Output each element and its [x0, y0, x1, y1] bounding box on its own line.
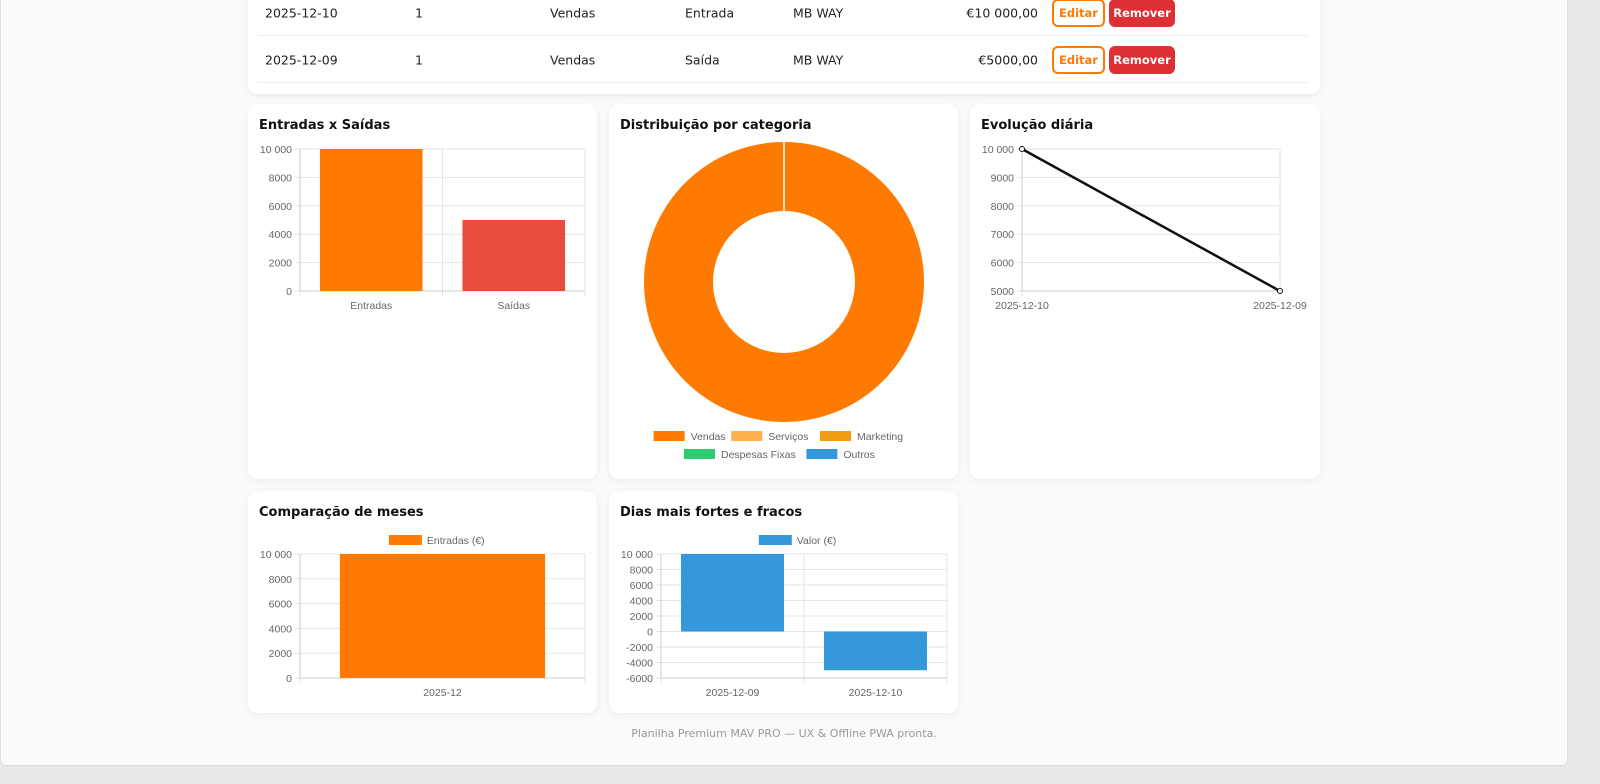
x-tick-label: 2025-12-10 — [849, 687, 903, 699]
y-tick-label: 2000 — [269, 258, 293, 270]
chart-title: Comparação de meses — [259, 505, 424, 520]
bar — [339, 554, 546, 678]
card-dias: Dias mais fortes e fracos -6000 -4000 -200… — [609, 491, 958, 713]
data-point — [1019, 146, 1025, 152]
y-tick-label: -6000 — [626, 673, 653, 685]
legend-swatch — [731, 431, 763, 441]
table-row: 2025-12-10 1 Vendas Entrada MB WAY €10 0… — [258, 0, 1308, 36]
legend-swatch — [388, 535, 422, 545]
cell-method: MB WAY — [793, 5, 844, 20]
y-tick-label: 5000 — [991, 286, 1015, 298]
y-tick-label: 4000 — [269, 229, 293, 241]
legend-swatch — [820, 431, 851, 441]
bar — [681, 554, 784, 632]
chart-title: Dias mais fortes e fracos — [620, 505, 803, 520]
legend-label: Outros — [843, 449, 875, 461]
y-tick-label: 6000 — [630, 580, 654, 592]
line-series — [1021, 147, 1281, 293]
data-point — [1277, 288, 1283, 294]
x-tick-label: 2025-12-09 — [1253, 300, 1307, 312]
x-tick-label: Entradas — [350, 300, 392, 312]
legend-label: Vendas — [691, 431, 726, 443]
cell-category: Vendas — [550, 52, 596, 67]
cell-date: 2025-12-10 — [265, 5, 338, 20]
chart-title: Entradas x Saídas — [259, 118, 391, 133]
legend-label: Valor (€) — [797, 535, 836, 547]
month-comparison-chart: 0 2000 4000 6000 8000 10 000 Entradas (€) 2025-… — [260, 535, 586, 699]
y-tick-label: 10 000 — [260, 549, 292, 561]
chart-title: Distribuição por categoria — [620, 118, 812, 133]
card-evolucao: Evolução diária 5000 6000 7000 8000 9000 10 0… — [970, 104, 1320, 479]
entradas-saidas-chart: 0 2000 4000 6000 8000 10 000 Entradas Saídas — [260, 144, 586, 312]
cell-category: Vendas — [550, 5, 596, 20]
y-tick-label: 10 000 — [982, 144, 1014, 156]
chart-title: Evolução diária — [981, 118, 1094, 133]
legend-label: Entradas (€) — [427, 535, 485, 547]
legend-swatch — [684, 449, 715, 459]
y-tick-label: 8000 — [269, 574, 293, 586]
y-tick-label: 2000 — [630, 611, 654, 623]
bar — [824, 631, 927, 671]
edit-button[interactable]: Editar — [1052, 45, 1105, 74]
bar — [462, 220, 566, 291]
y-tick-label: 8000 — [269, 172, 293, 184]
cell-type: Entrada — [685, 5, 735, 20]
cell-qty: 1 — [415, 52, 423, 67]
y-tick-label: 10 000 — [260, 144, 292, 156]
y-tick-label: 2000 — [269, 648, 293, 660]
y-tick-label: 7000 — [991, 229, 1015, 241]
y-tick-label: 0 — [286, 286, 292, 298]
table-row: 2025-12-09 1 Vendas Saída MB WAY €5000,0… — [258, 37, 1308, 83]
y-tick-label: 9000 — [991, 172, 1015, 184]
cell-qty: 1 — [415, 5, 423, 20]
x-tick-label: 2025-12 — [423, 687, 462, 699]
y-tick-label: -4000 — [626, 658, 653, 670]
cell-amount: €10 000,00 — [966, 5, 1038, 20]
x-tick-label: 2025-12-10 — [995, 300, 1049, 312]
card-entradas-saidas: Entradas x Saídas 0 2000 4000 6000 8000 10 00… — [248, 104, 597, 479]
y-tick-label: 8000 — [630, 565, 654, 577]
strong-weak-days-chart: -6000 -4000 -2000 0 2000 4000 6000 8000 10 000 Va… — [621, 535, 948, 699]
footer-text: Planilha Premium MAV PRO — UX & Offline … — [631, 727, 937, 740]
cell-date: 2025-12-09 — [265, 52, 338, 67]
x-tick-label: Saídas — [497, 300, 530, 312]
transactions-table: 2025-12-10 1 Vendas Entrada MB WAY €10 0… — [248, 0, 1320, 94]
x-tick-label: 2025-12-09 — [706, 687, 760, 699]
y-tick-label: 0 — [647, 627, 653, 639]
y-tick-label: 6000 — [269, 201, 293, 213]
bar — [319, 149, 423, 291]
daily-evolution-chart: 5000 6000 7000 8000 9000 10 000 2025-12-10 2025… — [982, 144, 1307, 312]
cell-type: Saída — [685, 52, 720, 67]
edit-button[interactable]: Editar — [1052, 0, 1105, 27]
category-donut-chart: Vendas Serviços Marketing Despesas Fixas Out… — [644, 142, 924, 461]
y-tick-label: -2000 — [626, 642, 653, 654]
cell-method: MB WAY — [793, 52, 844, 67]
cell-amount: €5000,00 — [978, 52, 1038, 67]
y-tick-label: 10 000 — [621, 549, 653, 561]
legend-swatch — [806, 449, 838, 459]
legend-swatch — [653, 431, 685, 441]
legend-label: Despesas Fixas — [721, 449, 796, 461]
remove-button[interactable]: Remover — [1109, 45, 1175, 74]
y-tick-label: 8000 — [991, 201, 1015, 213]
legend-label: Serviços — [768, 431, 808, 443]
card-categoria: Distribuição por categoria Vendas Serviço… — [609, 104, 958, 479]
y-tick-label: 6000 — [269, 599, 293, 611]
card-comparacao: Comparação de meses 0 2000 4000 6000 8000 10 … — [248, 491, 597, 713]
y-tick-label: 0 — [286, 673, 292, 685]
remove-button[interactable]: Remover — [1109, 0, 1175, 27]
y-tick-label: 4000 — [269, 623, 293, 635]
y-tick-label: 6000 — [991, 258, 1015, 270]
y-tick-label: 4000 — [630, 596, 654, 608]
legend-label: Marketing — [857, 431, 903, 443]
legend-swatch — [758, 535, 792, 545]
